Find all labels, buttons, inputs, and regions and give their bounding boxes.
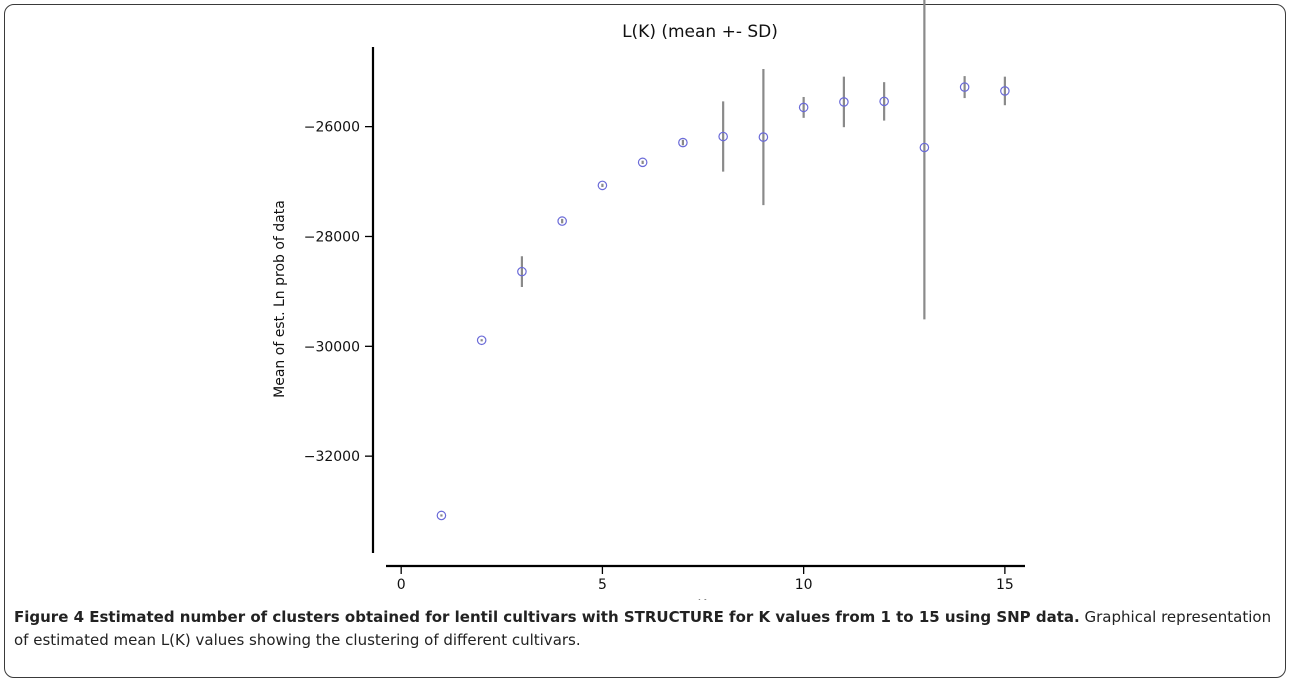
data-point bbox=[718, 131, 728, 142]
data-point bbox=[1000, 86, 1010, 96]
data-point bbox=[758, 132, 769, 142]
data-point bbox=[959, 82, 970, 92]
error-bars bbox=[440, 0, 1006, 517]
figure-caption: Figure 4 Estimated number of clusters ob… bbox=[14, 606, 1276, 652]
y-tick-label: −32000 bbox=[304, 449, 360, 465]
data-point bbox=[678, 137, 688, 148]
data-point bbox=[557, 216, 567, 226]
data-point bbox=[919, 142, 930, 153]
y-tick-label: −28000 bbox=[304, 229, 360, 245]
y-tick-label: −30000 bbox=[304, 339, 360, 355]
y-axis-label: Mean of est. Ln prob of data bbox=[272, 200, 288, 398]
chart: L(K) (mean +- SD) −32000 −30000 −28000 −260… bbox=[272, 0, 1025, 600]
chart-title: L(K) (mean +- SD) bbox=[622, 22, 778, 42]
data-point bbox=[597, 180, 608, 191]
y-ticks: −32000 −30000 −28000 −26000 bbox=[304, 120, 373, 465]
caption-text: Graphical representation of estimated me… bbox=[14, 608, 1272, 649]
caption-title: Figure 4 Estimated number of clusters ob… bbox=[14, 608, 1080, 626]
data-point bbox=[879, 96, 889, 107]
x-tick-label: 10 bbox=[795, 577, 813, 593]
data-points bbox=[436, 82, 1010, 521]
x-ticks: 0 5 10 15 bbox=[397, 566, 1014, 593]
data-point bbox=[436, 510, 447, 521]
x-tick-label: 0 bbox=[397, 577, 406, 593]
data-point bbox=[517, 266, 527, 277]
data-point bbox=[839, 97, 849, 107]
x-tick-label: 15 bbox=[996, 577, 1014, 593]
x-axis-label: K bbox=[697, 598, 707, 600]
data-point bbox=[798, 102, 809, 113]
figure-frame bbox=[4, 4, 1286, 678]
y-tick-label: −26000 bbox=[304, 120, 360, 136]
data-point bbox=[476, 335, 487, 346]
data-point bbox=[637, 157, 648, 168]
x-tick-label: 5 bbox=[598, 577, 607, 593]
